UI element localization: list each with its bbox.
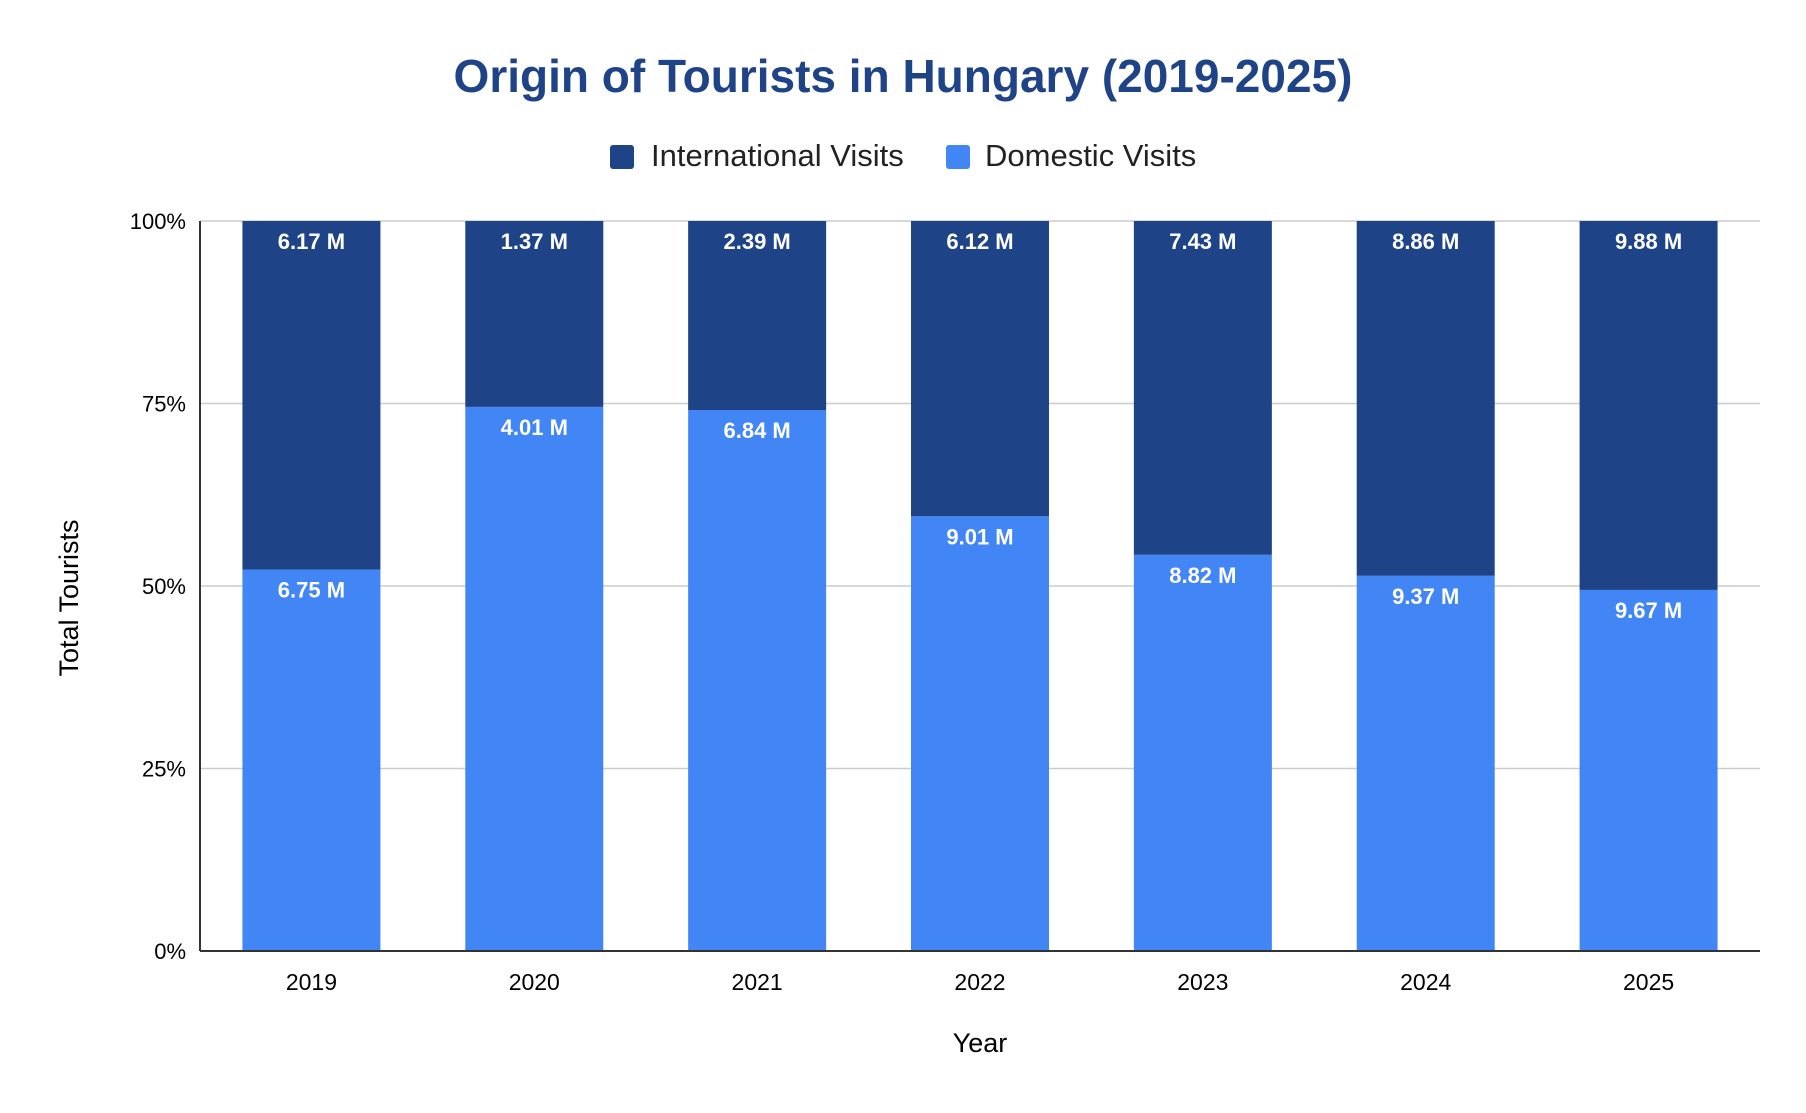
bar-domestic-2020[interactable] bbox=[465, 406, 604, 951]
data-label-domestic-2021: 6.84 M bbox=[724, 418, 791, 443]
data-label-international-2023: 7.43 M bbox=[1169, 229, 1236, 254]
data-label-international-2019: 6.17 M bbox=[278, 229, 345, 254]
bar-domestic-2025[interactable] bbox=[1579, 589, 1718, 951]
bar-international-2021[interactable] bbox=[688, 221, 827, 411]
bar-international-2022[interactable] bbox=[911, 221, 1049, 517]
data-label-international-2021: 2.39 M bbox=[724, 229, 791, 254]
y-tick-label: 50% bbox=[142, 574, 186, 599]
bar-international-2019[interactable] bbox=[242, 221, 381, 570]
legend-label-international: International Visits bbox=[651, 138, 904, 173]
x-tick-label: 2024 bbox=[1400, 969, 1451, 995]
y-tick-label: 25% bbox=[142, 757, 186, 782]
bar-international-2024[interactable] bbox=[1356, 221, 1495, 576]
data-label-domestic-2020: 4.01 M bbox=[501, 415, 568, 440]
y-tick-label: 75% bbox=[142, 392, 186, 417]
data-label-international-2020: 1.37 M bbox=[501, 229, 568, 254]
legend: International Visits Domestic Visits bbox=[610, 138, 1196, 173]
chart-title: Origin of Tourists in Hungary (2019-2025… bbox=[454, 50, 1353, 102]
data-label-domestic-2019: 6.75 M bbox=[278, 578, 345, 603]
data-label-domestic-2023: 8.82 M bbox=[1169, 563, 1236, 588]
data-label-domestic-2025: 9.67 M bbox=[1615, 598, 1682, 623]
y-tick-label: 100% bbox=[130, 209, 186, 234]
data-label-international-2024: 8.86 M bbox=[1392, 229, 1459, 254]
data-label-international-2025: 9.88 M bbox=[1615, 229, 1682, 254]
data-label-domestic-2022: 9.01 M bbox=[946, 524, 1013, 549]
legend-item-domestic[interactable]: Domestic Visits bbox=[946, 138, 1196, 173]
x-axis-title: Year bbox=[953, 1028, 1008, 1058]
bar-domestic-2023[interactable] bbox=[1133, 554, 1272, 951]
y-tick-label: 0% bbox=[154, 939, 186, 964]
x-axis-ticks: 2019 2020 2021 2022 2023 2024 2025 bbox=[286, 969, 1674, 995]
x-tick-label: 2023 bbox=[1177, 969, 1228, 995]
bar-domestic-2021[interactable] bbox=[688, 410, 827, 952]
bar-domestic-2022[interactable] bbox=[911, 516, 1049, 951]
legend-item-international[interactable]: International Visits bbox=[610, 138, 904, 173]
legend-label-domestic: Domestic Visits bbox=[985, 138, 1196, 173]
x-tick-label: 2025 bbox=[1623, 969, 1674, 995]
bar-international-2025[interactable] bbox=[1579, 221, 1718, 590]
data-label-international-2022: 6.12 M bbox=[946, 229, 1013, 254]
x-tick-label: 2020 bbox=[509, 969, 560, 995]
bar-international-2023[interactable] bbox=[1133, 221, 1272, 555]
data-label-domestic-2024: 9.37 M bbox=[1392, 584, 1459, 609]
bar-international-2020[interactable] bbox=[465, 221, 604, 407]
bar-labels: 6.17 M 6.75 M 1.37 M 4.01 M 2.39 M 6.84 M 6.12… bbox=[278, 229, 1682, 623]
bar-domestic-2024[interactable] bbox=[1356, 575, 1495, 951]
bar-domestic-2019[interactable] bbox=[242, 569, 381, 951]
bars bbox=[242, 221, 1718, 952]
x-tick-label: 2021 bbox=[732, 969, 783, 995]
y-axis-title: Total Tourists bbox=[54, 519, 84, 676]
legend-swatch-international bbox=[610, 145, 634, 169]
legend-swatch-domestic bbox=[946, 145, 970, 169]
x-tick-label: 2019 bbox=[286, 969, 337, 995]
x-tick-label: 2022 bbox=[954, 969, 1005, 995]
y-axis-ticks: 0% 25% 50% 75% 100% bbox=[130, 209, 186, 964]
